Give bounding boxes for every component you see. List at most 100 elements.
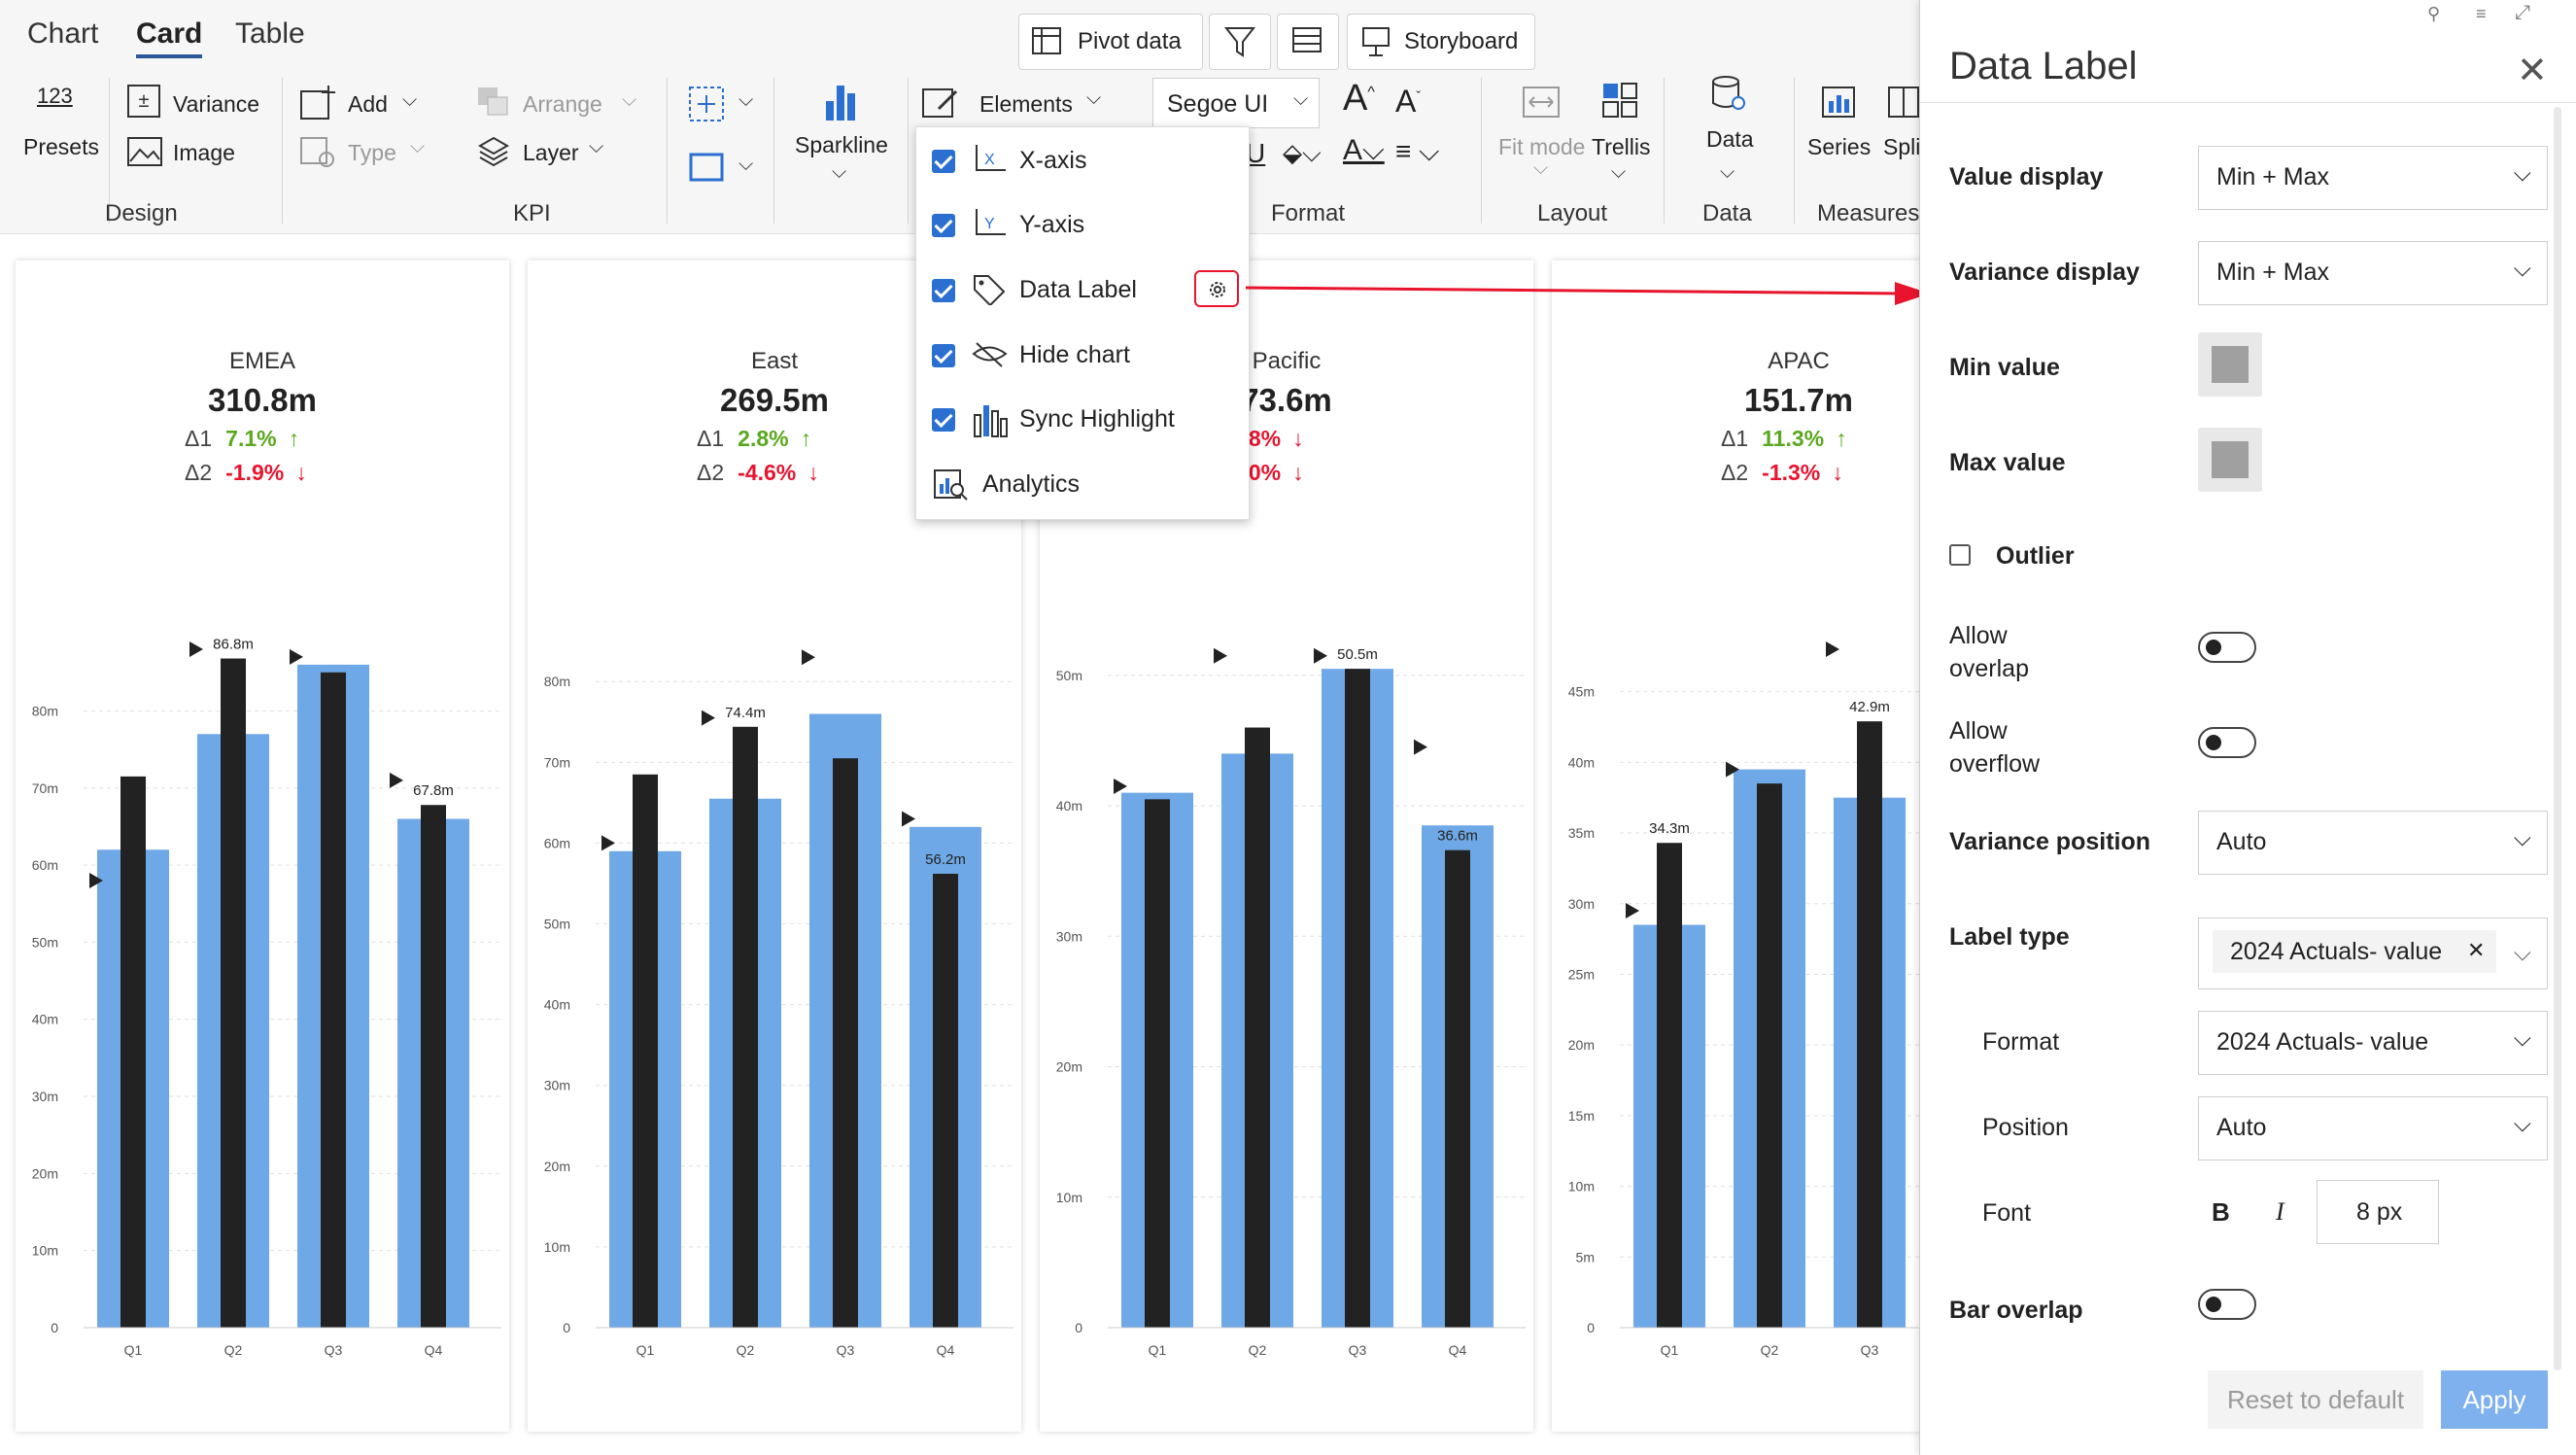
chevron-down-icon[interactable]: ⌵ xyxy=(1611,161,1627,183)
divider xyxy=(1920,102,2576,103)
bar-dark[interactable] xyxy=(221,658,246,1328)
close-icon[interactable]: ✕ xyxy=(2517,51,2548,91)
menu-item-sync-highlight[interactable]: Sync Highlight xyxy=(916,386,1249,450)
outlier-checkbox[interactable] xyxy=(1949,544,1971,566)
font-color-icon[interactable]: A⌵ xyxy=(1343,134,1385,166)
value-display-select[interactable]: Min + Max ⌵ xyxy=(2198,146,2548,210)
chevron-down-icon[interactable]: ⌵ xyxy=(738,154,754,175)
pivot-data-button[interactable]: Pivot data xyxy=(1018,14,1203,70)
sync-highlight-checkbox[interactable] xyxy=(932,408,955,432)
remove-tag-icon[interactable]: ✕ xyxy=(2467,938,2486,962)
bar-dark[interactable] xyxy=(1245,727,1270,1328)
variance-position-select[interactable]: Auto ⌵ xyxy=(2198,811,2548,875)
bar-dark[interactable] xyxy=(1757,783,1782,1328)
series-button[interactable]: Series xyxy=(1807,134,1872,159)
bar-dark[interactable] xyxy=(1657,843,1682,1328)
apply-button[interactable]: Apply xyxy=(2441,1370,2548,1429)
presets-button[interactable]: Presets xyxy=(23,134,99,159)
format-select[interactable]: 2024 Actuals- value ⌵ xyxy=(2198,1011,2548,1075)
label-type-select[interactable]: 2024 Actuals- value ✕ ⌵ xyxy=(2198,918,2548,989)
chevron-down-icon[interactable]: ⌵ xyxy=(402,89,418,111)
chevron-down-icon[interactable]: ⌵ xyxy=(832,161,847,183)
italic-button[interactable]: I xyxy=(2276,1197,2284,1226)
y-axis-checkbox[interactable] xyxy=(932,214,955,237)
position-select[interactable]: Auto ⌵ xyxy=(2198,1096,2548,1161)
underline-icon[interactable]: U xyxy=(1246,138,1266,168)
variance-button[interactable]: Variance xyxy=(173,91,260,117)
data-label-settings-button[interactable] xyxy=(1194,270,1239,307)
bar-dark[interactable] xyxy=(633,774,658,1328)
align-icon[interactable]: ≡ ⌵ xyxy=(1395,136,1440,166)
font-grow-icon[interactable]: A^ xyxy=(1343,78,1375,119)
bar-dark[interactable] xyxy=(120,776,146,1328)
bar-dark[interactable] xyxy=(933,874,958,1328)
hide-chart-checkbox[interactable] xyxy=(932,344,955,367)
menu-item-x-axis[interactable]: X X-axis xyxy=(916,127,1249,191)
pin-icon[interactable]: ⚲ xyxy=(2427,4,2441,23)
filter-icon[interactable]: ≡ xyxy=(2476,4,2487,23)
tab-card[interactable]: Card xyxy=(136,17,203,58)
bar-dark[interactable] xyxy=(421,805,446,1328)
panel-scrollbar[interactable] xyxy=(2554,107,2561,1370)
chevron-down-icon[interactable]: ⌵ xyxy=(738,89,754,111)
min-value-color-swatch[interactable] xyxy=(2198,332,2262,397)
filter-button[interactable] xyxy=(1209,14,1271,70)
tab-table[interactable]: Table xyxy=(235,17,305,50)
fit-mode-button[interactable]: Fit mode xyxy=(1498,134,1586,159)
data-button[interactable]: Data xyxy=(1706,126,1754,152)
y-tick-label: 40m xyxy=(1056,798,1082,814)
bar-dark[interactable] xyxy=(833,758,858,1328)
reset-to-default-button[interactable]: Reset to default xyxy=(2208,1370,2423,1429)
font-shrink-icon[interactable]: Aˇ xyxy=(1395,84,1422,119)
bar-dark[interactable] xyxy=(1857,721,1882,1328)
data-label-checkbox[interactable] xyxy=(932,279,955,302)
type-button[interactable]: Type xyxy=(348,140,396,165)
selection-icon[interactable] xyxy=(688,86,725,122)
chevron-down-icon[interactable]: ⌵ xyxy=(622,89,637,111)
trellis-button[interactable]: Trellis xyxy=(1592,134,1651,159)
expand-icon[interactable]: ⤢ xyxy=(2515,2,2530,23)
bar-overlap-toggle[interactable] xyxy=(2198,1289,2256,1320)
kpi-card[interactable]: EMEA 310.8m Δ1 7.1% ↑ Δ2 -1.9% ↓ 0 10m 20m 30m 40m 50… xyxy=(16,260,509,1432)
border-icon[interactable] xyxy=(688,152,725,183)
table-edit-button[interactable] xyxy=(1277,14,1339,70)
x-axis-checkbox[interactable] xyxy=(932,150,955,173)
y-tick-label: 35m xyxy=(1568,825,1595,841)
font-select[interactable]: Segoe UI ⌵ xyxy=(1152,78,1320,128)
funnel-icon xyxy=(1223,27,1256,57)
max-value-color-swatch[interactable] xyxy=(2198,428,2262,492)
font-size-input[interactable]: 8 px xyxy=(2317,1180,2439,1244)
chevron-down-icon[interactable]: ⌵ xyxy=(589,136,604,157)
menu-item-hide-chart[interactable]: Hide chart xyxy=(916,322,1249,386)
bar-dark[interactable] xyxy=(733,726,758,1328)
chevron-down-icon[interactable]: ⌵ xyxy=(410,136,426,157)
chevron-down-icon[interactable]: ⌵ xyxy=(1720,161,1735,183)
menu-item-data-label[interactable]: Data Label xyxy=(916,257,1249,321)
bar-dark[interactable] xyxy=(321,672,346,1328)
sparkline-button[interactable]: Sparkline xyxy=(795,132,888,157)
bar-dark[interactable] xyxy=(1145,799,1170,1328)
storyboard-button[interactable]: Storyboard xyxy=(1347,14,1535,70)
chevron-down-icon[interactable]: ⌵ xyxy=(1533,157,1549,179)
elements-button[interactable]: Elements xyxy=(979,91,1073,117)
bar-dark[interactable] xyxy=(1445,849,1470,1328)
menu-item-y-axis[interactable]: Y Y-axis xyxy=(916,191,1249,256)
bar-dark[interactable] xyxy=(1345,669,1370,1328)
chevron-down-icon[interactable]: ⌵ xyxy=(1086,87,1102,109)
group-kpi-label: KPI xyxy=(513,200,551,226)
kpi-card[interactable]: Pacific 73.6m -0.8% ↓ -8.0% ↓ 0 10m 20m 30m 40m 50m… xyxy=(1040,260,1533,1432)
delta-2-row: Δ2 -4.6% ↓ xyxy=(697,460,819,486)
allow-overflow-toggle[interactable] xyxy=(2198,727,2256,758)
layer-button[interactable]: Layer xyxy=(523,140,579,165)
bold-button[interactable]: B xyxy=(2212,1197,2230,1227)
menu-item-analytics[interactable]: Analytics xyxy=(916,451,1249,515)
group-measures-label: Measures xyxy=(1817,200,1920,226)
split-button[interactable]: Spli xyxy=(1883,134,1921,159)
arrange-button[interactable]: Arrange xyxy=(523,91,602,117)
image-button[interactable]: Image xyxy=(173,140,235,165)
variance-display-select[interactable]: Min + Max ⌵ xyxy=(2198,241,2548,305)
tab-chart[interactable]: Chart xyxy=(27,17,99,50)
fill-color-icon[interactable]: ⬙⌵ xyxy=(1283,138,1322,167)
allow-overlap-toggle[interactable] xyxy=(2198,632,2256,663)
add-button[interactable]: Add xyxy=(348,91,388,117)
